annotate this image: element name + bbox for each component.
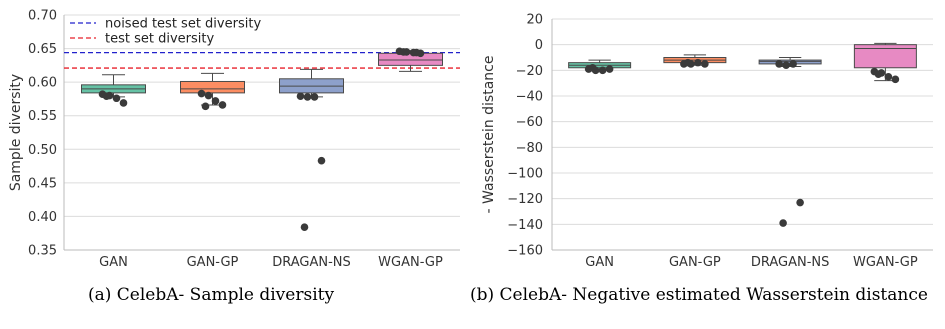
x-tick-label: WGAN-GP xyxy=(853,255,918,270)
y-tick-label: −100 xyxy=(507,167,543,182)
data-point xyxy=(796,198,804,207)
data-point xyxy=(310,93,319,101)
data-point xyxy=(102,92,111,101)
data-point xyxy=(211,97,220,105)
y-tick-label: −120 xyxy=(507,192,543,207)
data-point xyxy=(701,60,709,68)
x-tick-label: GAN-GP xyxy=(669,255,721,270)
data-point xyxy=(779,219,787,227)
data-point xyxy=(201,102,210,111)
data-point xyxy=(605,65,614,73)
data-point xyxy=(891,75,900,84)
data-point xyxy=(303,93,312,101)
y-tick-label: 0.45 xyxy=(28,176,57,191)
data-point xyxy=(874,70,883,78)
y-tick-label: 20 xyxy=(526,13,543,28)
y-tick-label: 0.40 xyxy=(28,210,57,225)
chart-wasserstein-distance: −160 −140 −120 −100 −80 −60 −40 −20 0 20 - Wassers… xyxy=(481,13,933,270)
data-point xyxy=(694,58,702,67)
y-tick-label: −40 xyxy=(516,90,543,105)
x-tick-label: DRAGAN-NS xyxy=(272,255,351,270)
y-tick-label: −60 xyxy=(516,115,543,130)
data-point xyxy=(300,223,309,231)
data-point xyxy=(884,72,893,81)
legend-label: test set diversity xyxy=(105,32,214,47)
y-tick-label: 0 xyxy=(535,38,543,53)
box xyxy=(180,80,245,94)
y-tick-label: −140 xyxy=(507,218,543,233)
x-tick-label: GAN-GP xyxy=(187,255,239,270)
caption-wasserstein-distance: (b) CelebA- Negative estimated Wasserste… xyxy=(470,285,928,305)
legend-label: noised test set diversity xyxy=(105,17,261,32)
y-tick-label: −160 xyxy=(507,244,543,259)
data-point xyxy=(119,99,128,107)
data-point xyxy=(296,92,305,101)
y-tick-label: 0.55 xyxy=(28,109,57,124)
box xyxy=(378,52,443,66)
data-point xyxy=(789,60,797,68)
data-point xyxy=(598,66,607,75)
data-point xyxy=(218,101,227,109)
data-point xyxy=(782,61,790,69)
box xyxy=(853,44,917,69)
y-axis-title: Sample diversity xyxy=(8,74,24,191)
x-tick-label: WGAN-GP xyxy=(378,255,443,270)
y-tick-label: 0.35 xyxy=(28,244,57,259)
x-tick-label: GAN xyxy=(585,255,614,270)
caption-sample-diversity: (a) CelebA- Sample diversity xyxy=(88,285,335,305)
data-point xyxy=(204,91,213,100)
data-point xyxy=(112,94,121,103)
y-tick-label: 0.70 xyxy=(28,9,57,24)
data-point xyxy=(588,63,597,72)
data-point xyxy=(399,48,408,56)
chart-sample-diversity: 0.35 0.40 0.45 0.50 0.55 0.60 0.65 0.70 Sample d… xyxy=(8,9,460,270)
x-tick-label: GAN xyxy=(99,255,128,270)
y-tick-label: 0.50 xyxy=(28,143,57,158)
data-point xyxy=(317,156,326,165)
data-point xyxy=(775,60,783,68)
y-tick-label: 0.60 xyxy=(28,76,57,91)
y-tick-label: −80 xyxy=(516,141,543,156)
data-point xyxy=(684,58,692,67)
data-point xyxy=(197,89,206,98)
x-tick-label: DRAGAN-NS xyxy=(751,255,830,270)
y-tick-label: 0.65 xyxy=(28,42,57,57)
data-point xyxy=(412,48,421,57)
y-axis-title: - Wasserstein distance xyxy=(481,56,497,214)
y-tick-label: −20 xyxy=(516,64,543,79)
